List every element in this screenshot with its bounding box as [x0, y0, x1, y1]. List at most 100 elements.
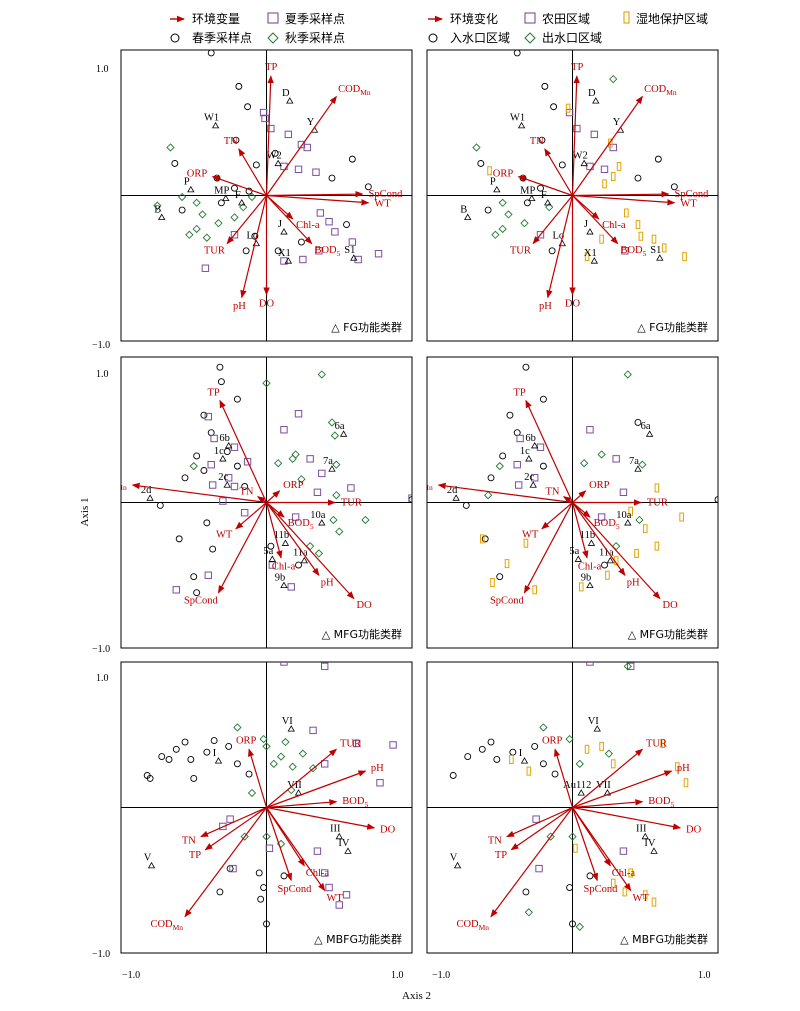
site-point-farmland	[586, 162, 594, 171]
legend-label: 环境变量	[192, 11, 240, 26]
site-point-inlet	[487, 474, 495, 482]
species-triangle	[344, 847, 352, 854]
env-arrow-label: WT	[522, 530, 539, 541]
site-point-farmland	[597, 513, 606, 521]
species-label: Lo	[552, 231, 564, 242]
site-point-summer	[230, 443, 239, 451]
species-label: J	[278, 219, 282, 230]
env-arrow	[266, 799, 338, 809]
site-point-farmland	[600, 165, 609, 174]
site-point-outlet	[565, 734, 574, 744]
site-point-summer	[348, 238, 357, 246]
site-point-wetland	[523, 538, 529, 548]
env-arrow-label: TP	[571, 62, 583, 73]
site-point-spring	[203, 519, 211, 527]
env-arrow-label: ORP	[589, 480, 610, 491]
species-label: 6a	[335, 421, 345, 432]
species-label: 7a	[629, 456, 639, 467]
site-point-outlet	[524, 908, 533, 917]
species-label: 1c	[520, 446, 530, 457]
rect-icon	[623, 11, 630, 24]
site-point-autumn	[262, 379, 271, 388]
site-point-spring	[245, 770, 253, 778]
env-arrow	[226, 195, 267, 245]
site-point-autumn	[240, 832, 249, 841]
circle-icon	[428, 33, 438, 43]
env-arrow-label-subscript: 5	[337, 249, 341, 258]
site-point-wetland	[578, 582, 584, 592]
species-label: P	[490, 177, 496, 188]
site-point-spring	[297, 238, 305, 246]
site-point-autumn	[317, 370, 326, 379]
site-point-inlet	[569, 920, 576, 928]
site-point-summer	[321, 869, 329, 877]
env-arrow-label: TP	[189, 850, 201, 861]
species-triangle	[656, 254, 664, 261]
env-arrow-label: WT	[632, 893, 649, 904]
legend-left: 环境变量 夏季采样点 春季采样点 秋季采样点	[170, 11, 345, 45]
env-arrow-label: TUR	[341, 498, 362, 509]
site-point-autumn	[314, 549, 324, 558]
site-point-spring	[241, 483, 249, 490]
env-arrow	[572, 799, 644, 809]
site-point-farmland	[513, 460, 521, 469]
site-point-summer	[313, 488, 322, 497]
site-point-spring	[171, 160, 179, 167]
site-point-summer	[268, 561, 277, 569]
env-arrow	[266, 770, 367, 809]
site-point-spring	[235, 82, 243, 90]
site-point-spring	[245, 187, 253, 195]
site-point-farmland	[516, 434, 524, 443]
site-point-summer	[224, 474, 233, 482]
site-point-spring	[233, 760, 241, 768]
site-point-farmland	[536, 443, 545, 451]
site-point-summer	[207, 460, 215, 469]
legend-item-env-change: 环境变化	[428, 11, 498, 26]
site-point-wetland	[610, 878, 616, 888]
site-point-summer	[389, 741, 397, 749]
species-triangle	[274, 159, 282, 167]
site-point-wetland	[654, 541, 660, 551]
env-arrow	[572, 195, 619, 245]
y-axis-title: Axis 1	[79, 497, 91, 526]
site-point-autumn	[153, 201, 162, 210]
species-triangle	[587, 539, 596, 546]
env-arrow	[247, 748, 268, 808]
site-point-outlet	[638, 460, 647, 469]
site-point-spring	[233, 395, 241, 403]
site-point-wetland	[526, 766, 532, 776]
functional-group-title: △ FG功能类群	[637, 320, 708, 334]
site-point-spring	[271, 149, 279, 157]
legend-label: 农田区域	[542, 12, 590, 26]
env-arrow	[211, 175, 267, 197]
legend-label: 春季采样点	[192, 30, 252, 45]
env-arrow-label: DO	[380, 825, 396, 836]
env-arrow-label: TUR	[340, 739, 361, 750]
env-arrow-label: TP	[265, 62, 277, 73]
species-label: 2c	[524, 472, 534, 483]
site-point-inlet	[537, 184, 544, 192]
site-point-wetland	[605, 570, 610, 580]
site-point-outlet	[546, 832, 555, 841]
site-point-summer	[210, 434, 218, 443]
site-point-autumn	[330, 431, 340, 440]
site-point-wetland	[634, 548, 639, 558]
species-triangle	[287, 725, 295, 732]
species-triangle	[650, 847, 658, 854]
site-point-wetland	[635, 220, 641, 230]
site-point-autumn	[262, 832, 271, 841]
site-point-spring	[209, 545, 217, 553]
env-arrow-label: ORP	[187, 169, 208, 180]
site-point-autumn	[239, 203, 248, 212]
site-point-spring	[242, 247, 250, 255]
site-point-outlet	[568, 832, 577, 841]
site-point-summer	[204, 571, 213, 579]
site-point-autumn	[269, 759, 278, 768]
site-point-inlet	[558, 161, 566, 169]
env-arrow	[572, 194, 676, 206]
